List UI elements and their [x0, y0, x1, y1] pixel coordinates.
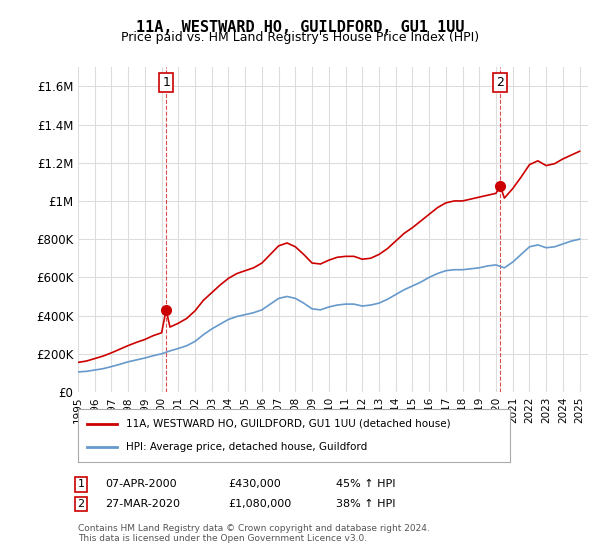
- Text: 1: 1: [77, 479, 85, 489]
- Text: 11A, WESTWARD HO, GUILDFORD, GU1 1UU: 11A, WESTWARD HO, GUILDFORD, GU1 1UU: [136, 20, 464, 35]
- Text: £1,080,000: £1,080,000: [228, 499, 291, 509]
- Text: 1: 1: [162, 76, 170, 89]
- Text: 2: 2: [77, 499, 85, 509]
- Text: 45% ↑ HPI: 45% ↑ HPI: [336, 479, 395, 489]
- Text: HPI: Average price, detached house, Guildford: HPI: Average price, detached house, Guil…: [125, 442, 367, 452]
- Text: £430,000: £430,000: [228, 479, 281, 489]
- Text: 2: 2: [496, 76, 504, 89]
- Text: Price paid vs. HM Land Registry's House Price Index (HPI): Price paid vs. HM Land Registry's House …: [121, 31, 479, 44]
- Text: 07-APR-2000: 07-APR-2000: [105, 479, 176, 489]
- Text: 27-MAR-2020: 27-MAR-2020: [105, 499, 180, 509]
- Text: 38% ↑ HPI: 38% ↑ HPI: [336, 499, 395, 509]
- Text: 11A, WESTWARD HO, GUILDFORD, GU1 1UU (detached house): 11A, WESTWARD HO, GUILDFORD, GU1 1UU (de…: [125, 419, 450, 429]
- Text: Contains HM Land Registry data © Crown copyright and database right 2024.
This d: Contains HM Land Registry data © Crown c…: [78, 524, 430, 543]
